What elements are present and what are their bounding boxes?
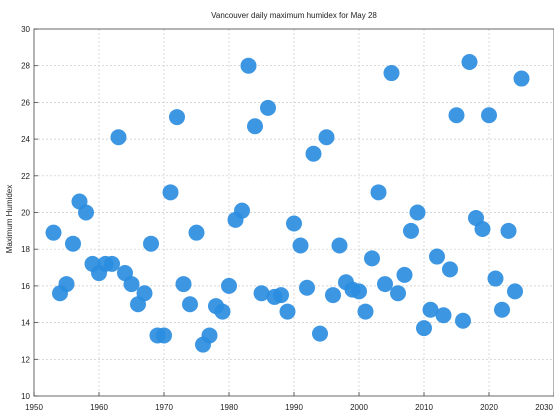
data-point <box>162 184 179 201</box>
data-point <box>292 237 309 254</box>
data-point <box>474 221 491 238</box>
data-point <box>390 285 406 302</box>
data-point <box>494 301 510 318</box>
data-point <box>383 65 400 82</box>
data-point <box>188 224 205 241</box>
data-point <box>110 129 127 146</box>
data-point <box>58 276 75 293</box>
data-point <box>273 287 289 304</box>
data-point <box>396 266 413 283</box>
data-point <box>253 285 270 302</box>
x-tick-label: 2010 <box>415 403 433 412</box>
x-tick-label: 1990 <box>285 403 303 412</box>
x-tick-label: 1950 <box>25 403 43 412</box>
data-point <box>507 283 523 300</box>
y-axis-label: Maximum Humidex <box>5 185 14 253</box>
data-point <box>247 118 263 135</box>
data-point <box>416 320 432 337</box>
data-point <box>331 237 348 254</box>
data-point <box>318 129 335 146</box>
data-point <box>286 215 302 232</box>
data-point <box>455 312 471 329</box>
data-point <box>104 255 120 272</box>
data-point <box>182 296 198 313</box>
data-point <box>448 107 465 124</box>
y-tick-label: 26 <box>21 98 30 107</box>
y-tick-label: 14 <box>21 319 30 328</box>
y-tick-label: 16 <box>21 282 30 291</box>
data-point <box>377 276 393 293</box>
x-tick-label: 1960 <box>90 403 108 412</box>
data-point <box>201 327 218 344</box>
chart-title: Vancouver daily maximum humidex for May … <box>211 11 377 20</box>
y-tick-label: 18 <box>21 245 30 254</box>
data-points <box>45 54 530 353</box>
data-point <box>435 307 452 324</box>
data-point <box>429 248 445 265</box>
y-tick-label: 30 <box>21 25 30 34</box>
data-point <box>312 325 328 342</box>
axis-ticks: 1950 1960 1970 1980 1990 2000 2010 2020 20301012… <box>21 25 554 412</box>
data-point <box>65 235 81 252</box>
data-point <box>260 99 276 116</box>
data-point <box>136 285 153 302</box>
data-point <box>123 276 140 293</box>
y-tick-label: 24 <box>21 135 30 144</box>
y-tick-label: 22 <box>21 172 30 181</box>
data-point <box>357 303 374 320</box>
data-point <box>240 57 257 74</box>
x-tick-label: 1970 <box>155 403 173 412</box>
x-tick-label: 1980 <box>220 403 238 412</box>
x-tick-label: 2030 <box>535 403 553 412</box>
data-point <box>461 54 478 71</box>
data-point <box>156 327 172 344</box>
data-point <box>169 109 185 126</box>
data-point <box>481 107 497 124</box>
data-point <box>214 303 231 320</box>
data-point <box>351 283 367 300</box>
data-point <box>409 204 426 221</box>
x-tick-label: 2020 <box>480 403 498 412</box>
y-tick-label: 20 <box>21 209 30 218</box>
data-point <box>221 277 237 294</box>
data-point <box>487 270 504 287</box>
data-point <box>325 287 341 304</box>
data-point <box>143 235 159 252</box>
data-point <box>364 250 380 267</box>
data-point <box>299 279 315 296</box>
data-point <box>500 222 517 239</box>
data-point <box>279 303 296 320</box>
y-tick-label: 12 <box>21 355 30 364</box>
data-point <box>45 224 62 241</box>
data-point <box>442 261 458 278</box>
data-point <box>513 70 530 87</box>
x-tick-label: 2000 <box>350 403 368 412</box>
y-tick-label: 10 <box>21 392 30 401</box>
y-tick-label: 28 <box>21 62 30 71</box>
plot-frame <box>33 28 554 397</box>
data-point <box>403 222 419 239</box>
data-point <box>422 301 439 318</box>
data-point <box>370 184 387 201</box>
data-point <box>78 204 94 221</box>
data-point <box>305 145 322 162</box>
data-point <box>175 276 192 293</box>
data-point <box>234 202 250 219</box>
